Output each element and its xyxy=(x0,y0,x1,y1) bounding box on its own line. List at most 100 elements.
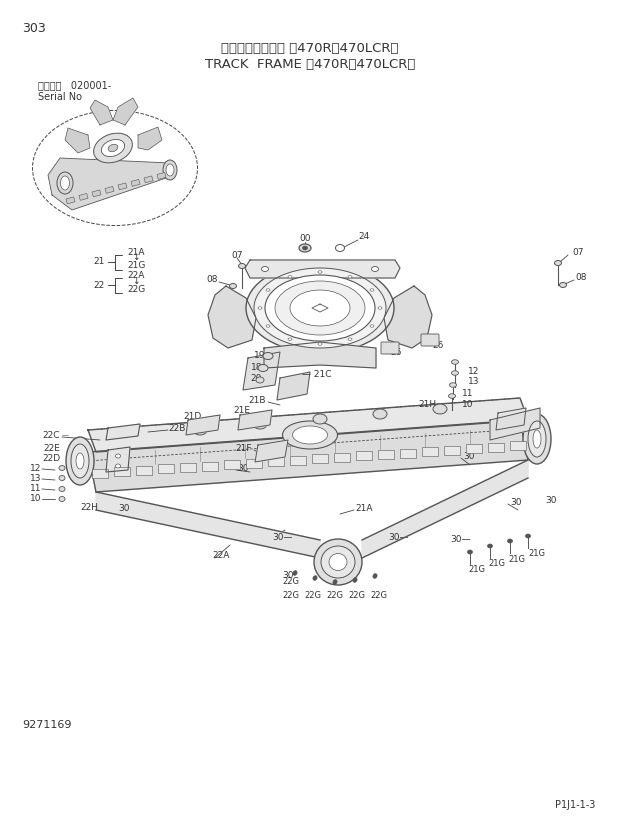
Bar xyxy=(422,447,438,456)
Bar xyxy=(180,463,196,472)
Ellipse shape xyxy=(32,110,198,225)
Polygon shape xyxy=(106,447,130,472)
Text: 21B: 21B xyxy=(249,395,266,404)
Ellipse shape xyxy=(448,394,456,398)
Bar xyxy=(378,450,394,459)
Ellipse shape xyxy=(256,377,264,383)
Text: 21: 21 xyxy=(94,257,105,266)
Ellipse shape xyxy=(528,421,546,457)
Ellipse shape xyxy=(451,359,459,364)
Polygon shape xyxy=(186,415,220,435)
Text: 303: 303 xyxy=(22,22,46,35)
Polygon shape xyxy=(138,127,162,150)
Text: 19: 19 xyxy=(254,350,265,359)
Ellipse shape xyxy=(76,453,84,469)
Polygon shape xyxy=(90,100,113,125)
Ellipse shape xyxy=(371,266,378,271)
Ellipse shape xyxy=(263,352,273,359)
Text: 22B: 22B xyxy=(168,423,185,432)
Text: 12: 12 xyxy=(468,367,479,376)
Text: 00: 00 xyxy=(299,234,311,243)
Ellipse shape xyxy=(254,268,386,348)
Polygon shape xyxy=(106,424,140,440)
Polygon shape xyxy=(113,98,138,125)
Ellipse shape xyxy=(246,263,394,353)
Ellipse shape xyxy=(450,382,456,387)
Ellipse shape xyxy=(253,419,267,429)
Text: 21A: 21A xyxy=(127,248,144,257)
Ellipse shape xyxy=(61,176,69,190)
Ellipse shape xyxy=(59,497,65,502)
Text: 22G: 22G xyxy=(127,284,145,293)
Bar xyxy=(400,449,416,458)
Text: 21G: 21G xyxy=(468,565,485,574)
Text: 22G: 22G xyxy=(348,591,365,600)
Bar xyxy=(290,456,306,465)
Polygon shape xyxy=(208,286,256,348)
Ellipse shape xyxy=(353,578,357,583)
Bar xyxy=(444,446,460,455)
Polygon shape xyxy=(243,352,280,390)
Text: 30—: 30— xyxy=(388,534,409,542)
Ellipse shape xyxy=(239,264,246,269)
Text: 22A: 22A xyxy=(212,551,229,560)
Bar xyxy=(510,441,526,450)
Bar xyxy=(334,453,350,462)
Polygon shape xyxy=(384,286,432,348)
Bar xyxy=(114,467,130,476)
Ellipse shape xyxy=(262,266,268,271)
Ellipse shape xyxy=(433,404,447,414)
Ellipse shape xyxy=(94,133,133,163)
Ellipse shape xyxy=(313,576,317,580)
FancyBboxPatch shape xyxy=(381,342,399,354)
Bar xyxy=(66,197,75,203)
Polygon shape xyxy=(88,398,528,452)
Ellipse shape xyxy=(166,164,174,176)
Text: 22C: 22C xyxy=(43,431,60,440)
Ellipse shape xyxy=(370,288,374,291)
Ellipse shape xyxy=(283,421,337,449)
Polygon shape xyxy=(48,158,175,210)
Ellipse shape xyxy=(303,246,308,250)
Ellipse shape xyxy=(288,338,292,341)
Bar xyxy=(268,458,284,467)
Text: 21H: 21H xyxy=(418,400,436,408)
FancyBboxPatch shape xyxy=(421,334,439,346)
Ellipse shape xyxy=(378,306,382,310)
Text: 21G: 21G xyxy=(488,560,505,569)
Ellipse shape xyxy=(314,539,362,585)
Bar xyxy=(105,186,114,194)
Text: —: — xyxy=(61,432,68,438)
Text: 30: 30 xyxy=(510,498,521,507)
Text: 適用号機   020001-: 適用号機 020001- xyxy=(38,80,111,90)
Bar xyxy=(488,443,504,452)
Text: Serial No: Serial No xyxy=(38,92,82,102)
Text: 10: 10 xyxy=(462,400,474,408)
Bar xyxy=(246,458,262,467)
Bar xyxy=(158,464,174,473)
Ellipse shape xyxy=(533,430,541,448)
Text: 08: 08 xyxy=(575,274,587,283)
Text: 9271169: 9271169 xyxy=(22,720,71,730)
Text: 21A: 21A xyxy=(355,503,373,512)
Text: 26: 26 xyxy=(432,341,443,350)
Text: 21F: 21F xyxy=(236,444,252,453)
Text: 26: 26 xyxy=(390,347,401,356)
Ellipse shape xyxy=(487,544,492,548)
Polygon shape xyxy=(490,408,540,440)
Text: 07: 07 xyxy=(572,248,583,257)
Text: — 21C: — 21C xyxy=(302,369,332,378)
Text: 21G: 21G xyxy=(508,555,525,564)
Ellipse shape xyxy=(370,324,374,328)
Bar xyxy=(92,190,101,197)
Polygon shape xyxy=(65,128,90,153)
Ellipse shape xyxy=(108,145,118,152)
Text: 30—: 30— xyxy=(450,535,471,544)
Ellipse shape xyxy=(293,426,327,444)
Text: 22F: 22F xyxy=(195,419,211,428)
Text: 30—: 30— xyxy=(272,533,293,542)
Text: 20: 20 xyxy=(250,373,262,382)
Ellipse shape xyxy=(523,414,551,464)
Ellipse shape xyxy=(467,550,472,554)
Text: 30: 30 xyxy=(545,495,557,505)
